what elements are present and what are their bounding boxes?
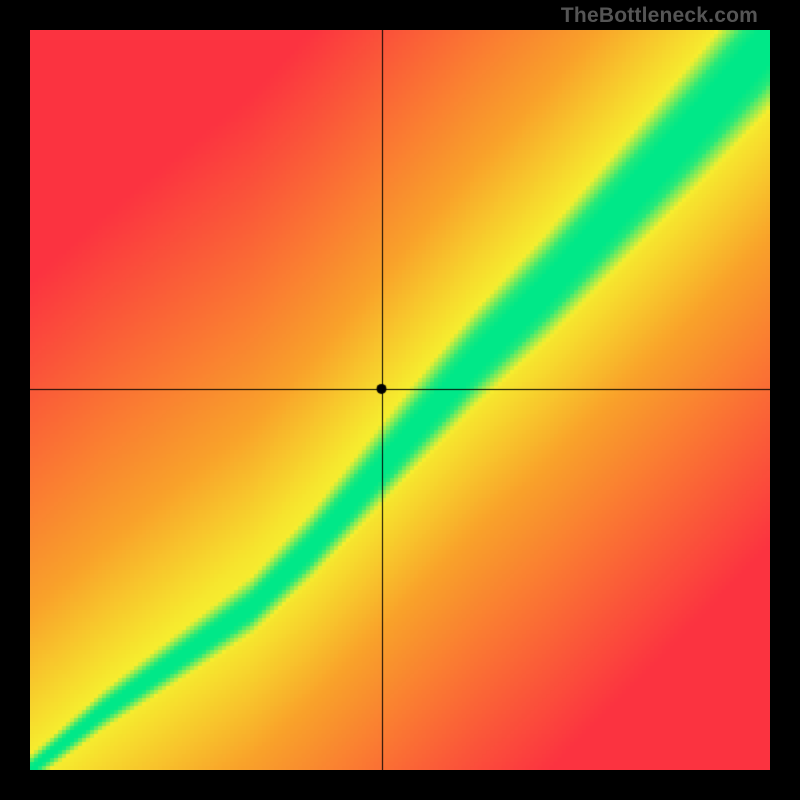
bottleneck-heatmap [30, 30, 770, 770]
watermark-text: TheBottleneck.com [561, 4, 758, 28]
